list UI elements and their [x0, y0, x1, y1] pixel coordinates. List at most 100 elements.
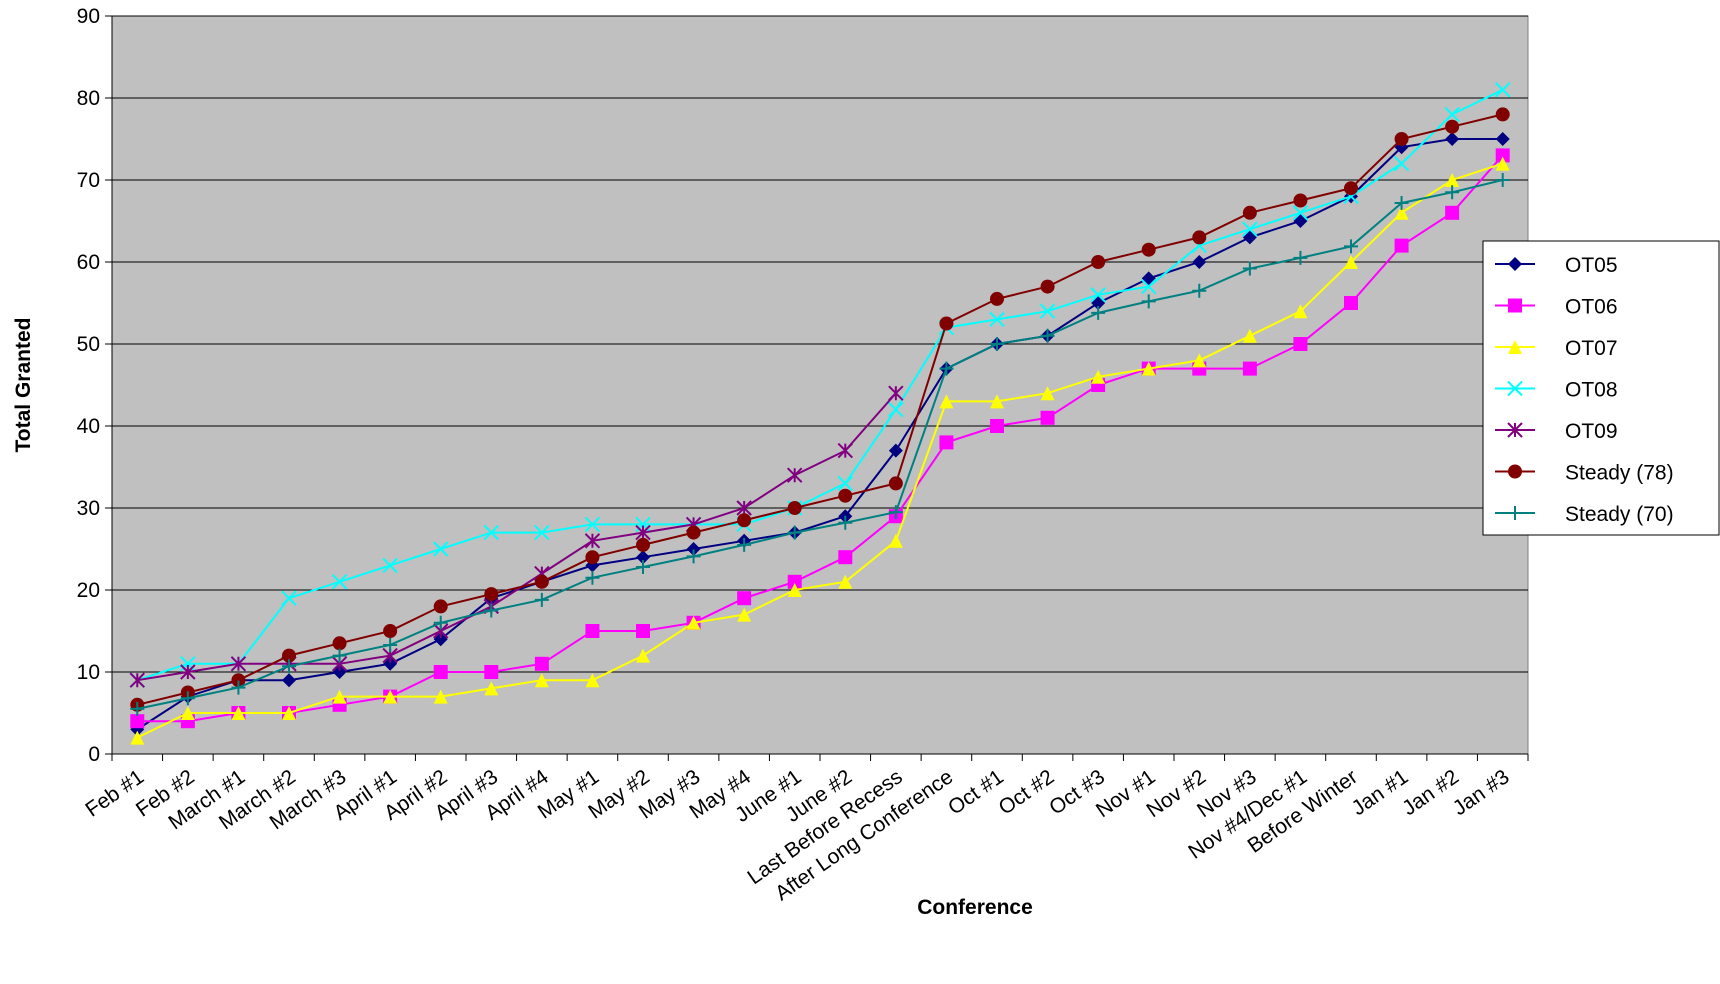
marker — [635, 524, 651, 541]
marker — [534, 656, 549, 671]
marker — [838, 515, 853, 530]
marker — [989, 311, 1005, 328]
marker — [1040, 386, 1055, 401]
marker — [585, 570, 600, 585]
marker — [1293, 304, 1308, 319]
legend-label: Steady (78) — [1565, 462, 1674, 485]
marker — [534, 592, 549, 607]
marker — [1495, 132, 1510, 146]
marker — [636, 560, 650, 575]
marker — [281, 590, 297, 606]
legend-label: Steady (70) — [1565, 503, 1674, 526]
marker — [1091, 369, 1106, 384]
marker — [282, 706, 296, 720]
marker — [1192, 283, 1207, 298]
marker — [1394, 132, 1409, 146]
marker — [1393, 155, 1410, 172]
marker — [1040, 328, 1055, 343]
y-tick-label: 40 — [77, 415, 100, 438]
marker — [331, 574, 348, 590]
y-tick-label: 0 — [88, 743, 100, 766]
marker — [888, 443, 903, 458]
y-axis-title: Total Granted — [12, 318, 35, 453]
marker — [636, 550, 650, 565]
marker — [787, 574, 802, 589]
marker — [1141, 294, 1156, 309]
y-tick-label: 10 — [77, 661, 100, 684]
marker — [1507, 422, 1523, 438]
marker — [787, 467, 803, 483]
marker — [231, 680, 246, 695]
marker — [838, 488, 853, 503]
series-line — [137, 179, 1503, 710]
marker — [1508, 506, 1522, 520]
marker — [686, 615, 701, 630]
marker — [737, 591, 752, 606]
marker — [1242, 221, 1258, 237]
marker — [1293, 193, 1308, 208]
marker — [230, 656, 247, 672]
marker — [1344, 255, 1358, 269]
marker — [130, 701, 145, 716]
marker — [231, 706, 246, 720]
marker — [231, 673, 246, 688]
marker — [332, 636, 347, 651]
marker — [939, 435, 954, 450]
marker — [1445, 173, 1460, 187]
legend-label: OT08 — [1565, 379, 1618, 402]
marker — [1242, 328, 1257, 343]
x-tick-label: Oct #1 — [944, 765, 1008, 819]
legend-label: OT07 — [1565, 337, 1618, 360]
marker — [888, 533, 903, 548]
marker — [1039, 303, 1056, 319]
series-line — [137, 392, 897, 682]
marker — [686, 525, 701, 540]
marker — [888, 476, 903, 491]
marker — [787, 525, 802, 540]
marker — [483, 524, 499, 541]
marker — [1445, 185, 1460, 200]
lines — [129, 82, 1511, 745]
marker — [1091, 305, 1106, 320]
marker — [1394, 195, 1409, 210]
marker — [1040, 279, 1055, 294]
marker — [1344, 239, 1358, 254]
marker — [736, 500, 752, 516]
x-tick-label: Jan #2 — [1398, 765, 1463, 820]
marker — [1090, 287, 1106, 303]
marker — [484, 681, 499, 696]
legend: OT05 OT06 OT07 OT08 OT09 Steady (78) Steady (7… — [1482, 240, 1720, 536]
y-tick-label: 60 — [77, 251, 100, 274]
marker — [939, 394, 954, 409]
marker — [737, 513, 752, 528]
x-tick-label: Jan #3 — [1449, 765, 1514, 820]
x-tick-label: Jan #1 — [1348, 765, 1413, 820]
marker — [1495, 148, 1510, 163]
marker — [433, 615, 448, 630]
marker — [534, 574, 549, 589]
y-tick-label: 50 — [77, 333, 100, 356]
marker — [1508, 340, 1522, 354]
series-line — [136, 138, 1503, 731]
marker — [1445, 132, 1460, 146]
marker — [1394, 205, 1409, 220]
marker — [433, 541, 449, 557]
marker — [1192, 230, 1207, 245]
marker — [787, 583, 802, 597]
marker — [130, 730, 145, 745]
marker — [990, 394, 1004, 409]
legend-label: OT06 — [1565, 296, 1618, 319]
marker — [888, 401, 904, 418]
marker — [584, 533, 601, 549]
marker — [1495, 107, 1510, 122]
marker — [1242, 361, 1257, 376]
marker — [129, 672, 145, 688]
y-tick-label: 20 — [77, 579, 100, 602]
plot-area — [111, 15, 1529, 755]
series-line — [136, 162, 1504, 739]
marker — [1495, 173, 1510, 187]
y-tick-label: 80 — [77, 87, 100, 110]
marker — [180, 664, 196, 680]
marker — [484, 603, 499, 618]
marker — [636, 624, 650, 638]
